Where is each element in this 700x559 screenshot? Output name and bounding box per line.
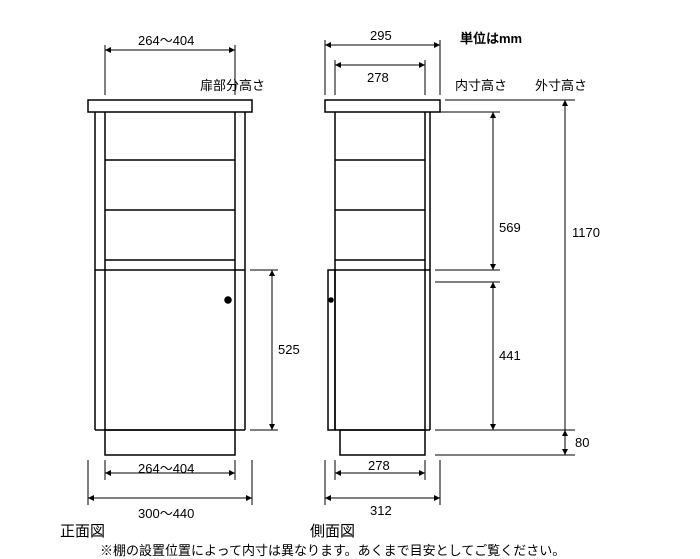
front-door-height: 525	[278, 342, 300, 357]
front-outer-bottom-width: 300～440	[138, 503, 194, 522]
side-total-height: 1170	[572, 225, 600, 240]
front-inner-bottom-width: 264～404	[138, 458, 194, 477]
diagram-canvas	[0, 0, 700, 556]
side-outer-bottom-width: 312	[370, 503, 392, 518]
footnote: ※棚の設置位置によって内寸は異なります。あくまで目安としてご覧ください。	[100, 540, 565, 559]
side-upper-inner: 569	[499, 220, 521, 235]
side-top-width: 295	[370, 28, 392, 43]
side-inner-height-label: 内寸高さ	[455, 75, 507, 94]
front-door-height-label: 扉部分高さ	[200, 75, 265, 94]
front-title: 正面図	[60, 520, 105, 541]
front-top-width: 264～404	[138, 30, 194, 49]
side-inner-bottom-width: 278	[368, 458, 390, 473]
side-outer-height-label: 外寸高さ	[535, 75, 587, 94]
side-lower-inner: 441	[499, 348, 521, 363]
side-base-height: 80	[575, 435, 589, 450]
side-top-inner-width: 278	[367, 70, 389, 85]
unit-label: 単位はmm	[460, 28, 522, 47]
side-title: 側面図	[310, 520, 355, 541]
